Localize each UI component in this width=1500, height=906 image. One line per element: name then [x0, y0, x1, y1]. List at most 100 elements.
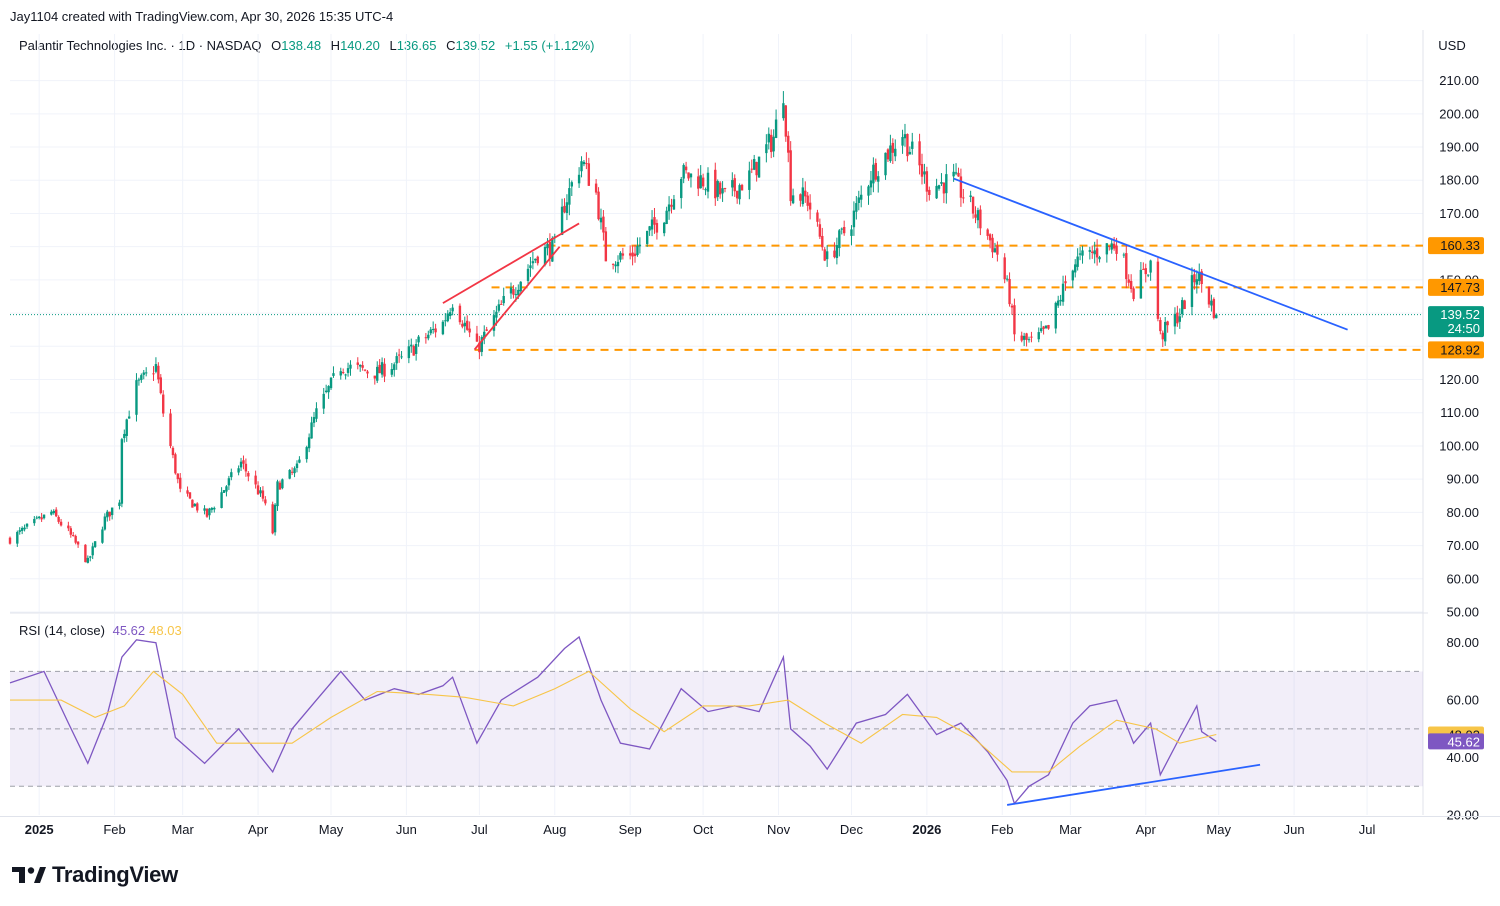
candle	[718, 181, 722, 199]
candle	[560, 198, 564, 236]
candle	[256, 481, 260, 495]
candle-body	[278, 482, 282, 490]
candle-body	[889, 145, 892, 162]
candle-body	[244, 463, 248, 472]
candle-body	[1193, 274, 1196, 283]
candle-body	[1122, 254, 1126, 256]
candle-body	[908, 151, 912, 155]
candle-body	[276, 481, 279, 507]
level-price-tag: 147.73	[1428, 278, 1484, 296]
candle	[874, 158, 877, 182]
rsi-trendline[interactable]	[1006, 763, 1261, 806]
attribution: Jay1104 created with TradingView.com, Ap…	[10, 9, 394, 24]
symbol-title[interactable]: Palantir Technologies Inc. · 1D · NASDAQ	[19, 38, 262, 53]
candle	[755, 161, 758, 182]
candle-body	[1037, 332, 1040, 340]
candle-body	[1047, 325, 1050, 329]
candle	[1059, 294, 1062, 306]
candle	[25, 523, 29, 529]
candle-body	[1110, 243, 1113, 250]
candle-body	[500, 303, 503, 305]
candle-body	[307, 437, 311, 449]
candle	[1076, 248, 1079, 271]
tradingview-logo[interactable]: TradingView	[12, 862, 178, 888]
currency-button[interactable]: USD	[1429, 36, 1475, 56]
candle	[349, 360, 352, 376]
candle-body	[767, 133, 770, 143]
trendline[interactable]	[473, 246, 561, 351]
candle	[509, 282, 513, 299]
candle	[169, 408, 172, 449]
time-tick-label: Dec	[840, 822, 864, 837]
candle-body	[534, 258, 537, 261]
candle	[1037, 327, 1040, 343]
candle-body	[969, 195, 972, 197]
candle-body	[1161, 332, 1164, 340]
candle	[1039, 321, 1043, 333]
price-tick-label: 90.00	[1446, 472, 1479, 487]
candle	[631, 245, 634, 266]
candle	[242, 455, 245, 470]
candle	[748, 161, 751, 200]
candle-body	[1144, 268, 1147, 275]
candle-body	[23, 527, 26, 530]
candle	[619, 251, 622, 263]
candle-body	[721, 188, 724, 194]
candle-body	[560, 206, 564, 235]
candle	[1212, 297, 1216, 320]
candle-body	[631, 252, 634, 257]
candle	[925, 166, 929, 202]
candle-body	[1013, 305, 1016, 335]
time-tick-label: Aug	[543, 822, 566, 837]
rsi-title[interactable]: RSI (14, close)	[19, 623, 105, 638]
candle-body	[514, 294, 518, 296]
candle	[818, 218, 822, 240]
candle-body	[446, 313, 449, 322]
candle	[816, 209, 819, 227]
candle-body	[782, 103, 785, 119]
candle	[307, 433, 311, 453]
candle-body	[852, 210, 856, 228]
candle	[35, 515, 38, 520]
candle	[699, 165, 702, 189]
candle-body	[179, 477, 182, 489]
candle	[293, 466, 296, 478]
candle-body	[519, 281, 522, 292]
candle-body	[599, 217, 603, 223]
trendline[interactable]	[953, 177, 1348, 331]
candle	[378, 359, 381, 374]
rsi-line	[9, 635, 1217, 805]
time-tick-label: Mar	[171, 822, 194, 837]
candle	[633, 244, 637, 263]
candle	[650, 210, 654, 237]
candle	[1044, 325, 1048, 330]
time-tick-label: Jul	[471, 822, 488, 837]
candle-body	[752, 159, 756, 170]
candle	[359, 364, 362, 372]
trendline[interactable]	[442, 222, 580, 304]
candle-body	[857, 197, 860, 203]
candle-body	[543, 246, 547, 265]
price-tick-label: 210.00	[1439, 73, 1479, 88]
candle	[72, 531, 75, 537]
candle-body	[397, 354, 401, 356]
candle-body	[706, 172, 710, 192]
candle-body	[152, 373, 155, 375]
candle-body	[400, 356, 403, 358]
candle	[957, 167, 960, 177]
candle	[1149, 259, 1152, 281]
candle-body	[59, 521, 63, 526]
candle	[193, 503, 197, 507]
candle-body	[687, 172, 690, 179]
candle-body	[993, 248, 997, 253]
candle	[993, 242, 997, 253]
time-tick-label: Jul	[1359, 822, 1376, 837]
candle	[850, 225, 853, 246]
price-tick-label: 100.00	[1439, 438, 1479, 453]
candle-body	[638, 244, 642, 247]
candle	[738, 183, 741, 205]
candle-body	[273, 504, 277, 533]
candle	[222, 490, 226, 493]
candle	[380, 357, 384, 378]
